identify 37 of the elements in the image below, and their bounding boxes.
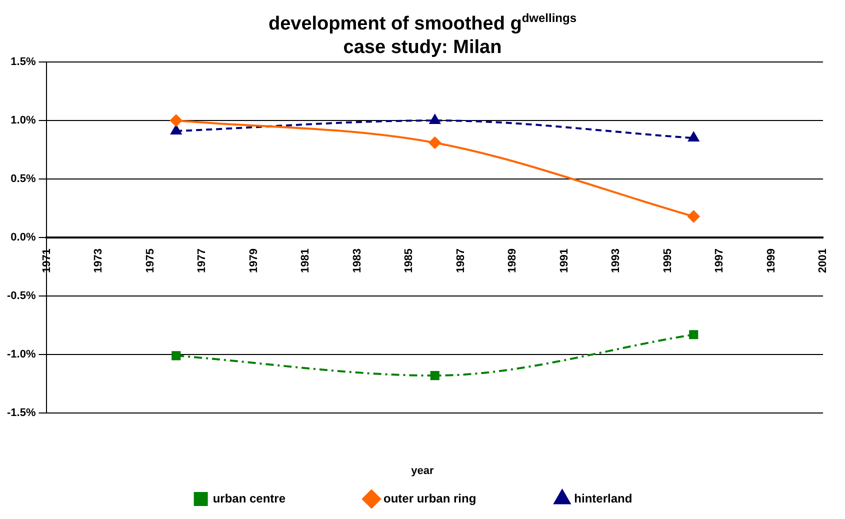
point [430,371,440,380]
x-tick-label: 1997 [714,248,726,273]
chart-title: development of smoothed g$^{dwellings}$ [267,10,578,36]
x-tick-label: 1985 [403,248,416,273]
x-tick-label: 1991 [558,248,570,273]
x-axis-title: year [410,465,435,477]
y-tick-label: -0.5% [6,290,36,302]
x-tick-label: 1999 [765,248,778,273]
x-tick-label: 1981 [300,248,312,273]
x-tick-label: 1989 [506,248,519,273]
y-tick-label: 1.0% [10,114,36,127]
point [689,330,698,340]
x-tick-label: 1993 [610,248,622,273]
legend-label: hinterland [574,491,632,506]
point [428,136,441,149]
y-tick-label: 0.0% [10,232,36,244]
x-tick-label: 1977 [196,248,208,273]
y-tick-label: 0.5% [10,173,36,186]
point [430,114,440,124]
x-tick-label: 2001 [817,248,830,273]
chart-subtitle: case study: Milan [343,37,502,58]
y-tick-label: 1.5% [10,56,36,68]
point [688,210,700,222]
point [172,351,181,360]
legend-label: outer urban ring [384,491,476,506]
legend-label: urban centre [212,491,286,506]
point [170,125,182,135]
x-tick-label: 1995 [662,248,674,273]
x-tick-label: 1983 [351,248,364,273]
point [170,114,182,126]
x-tick-label: 1979 [248,248,260,273]
y-tick-label: -1.5% [6,407,36,420]
x-tick-label: 1975 [144,248,156,273]
y-tick-label: -1.0% [6,348,36,361]
x-tick-label: 1973 [92,248,105,273]
x-tick-label: 1987 [454,248,467,273]
point [688,132,699,142]
